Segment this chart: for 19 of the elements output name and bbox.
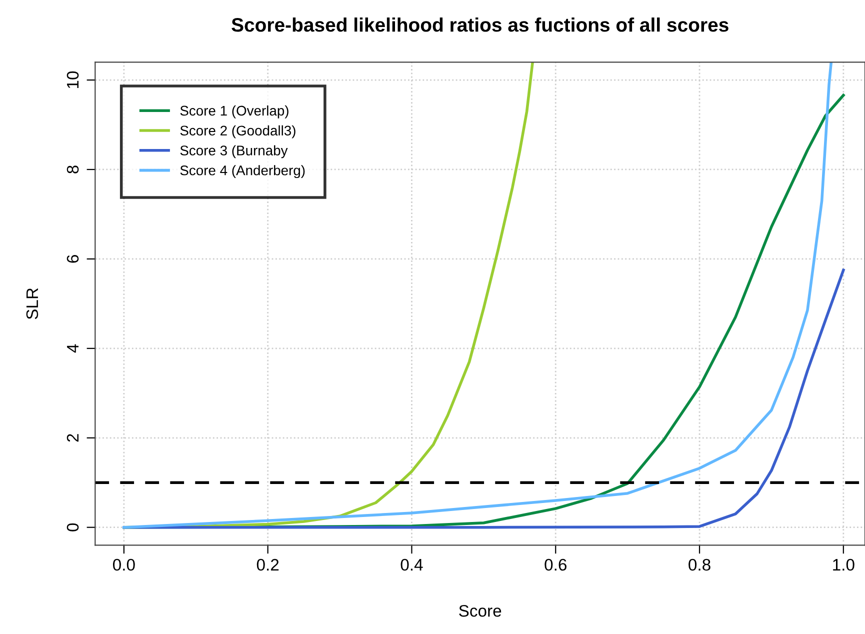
y-tick-label: 0 <box>66 523 79 532</box>
legend-label: Score 1 (Overlap) <box>180 105 288 118</box>
x-tick-label: 0.6 <box>544 558 566 571</box>
y-tick-label: 10 <box>66 71 79 88</box>
y-axis-title: SLR <box>26 288 38 320</box>
chart-title: Score-based likelihood ratios as fuctions of all scores <box>232 17 728 32</box>
y-tick-label: 4 <box>67 344 78 353</box>
x-tick-label: 1.0 <box>833 558 854 571</box>
y-tick-label: 2 <box>66 434 78 442</box>
x-tick-label: 0.2 <box>256 558 279 571</box>
x-tick-label: 0.0 <box>112 558 135 571</box>
x-tick-label: 0.4 <box>400 558 423 571</box>
y-tick-label: 6 <box>66 255 79 263</box>
legend-label: Score 4 (Anderberg) <box>180 165 305 178</box>
legend-label: Score 3 (Burnaby <box>180 145 288 158</box>
x-axis-title: Score <box>459 604 502 617</box>
legend-label: Score 2 (Goodall3) <box>180 125 296 138</box>
x-tick-label: 0.8 <box>688 558 710 571</box>
y-tick-label: 8 <box>66 166 79 174</box>
